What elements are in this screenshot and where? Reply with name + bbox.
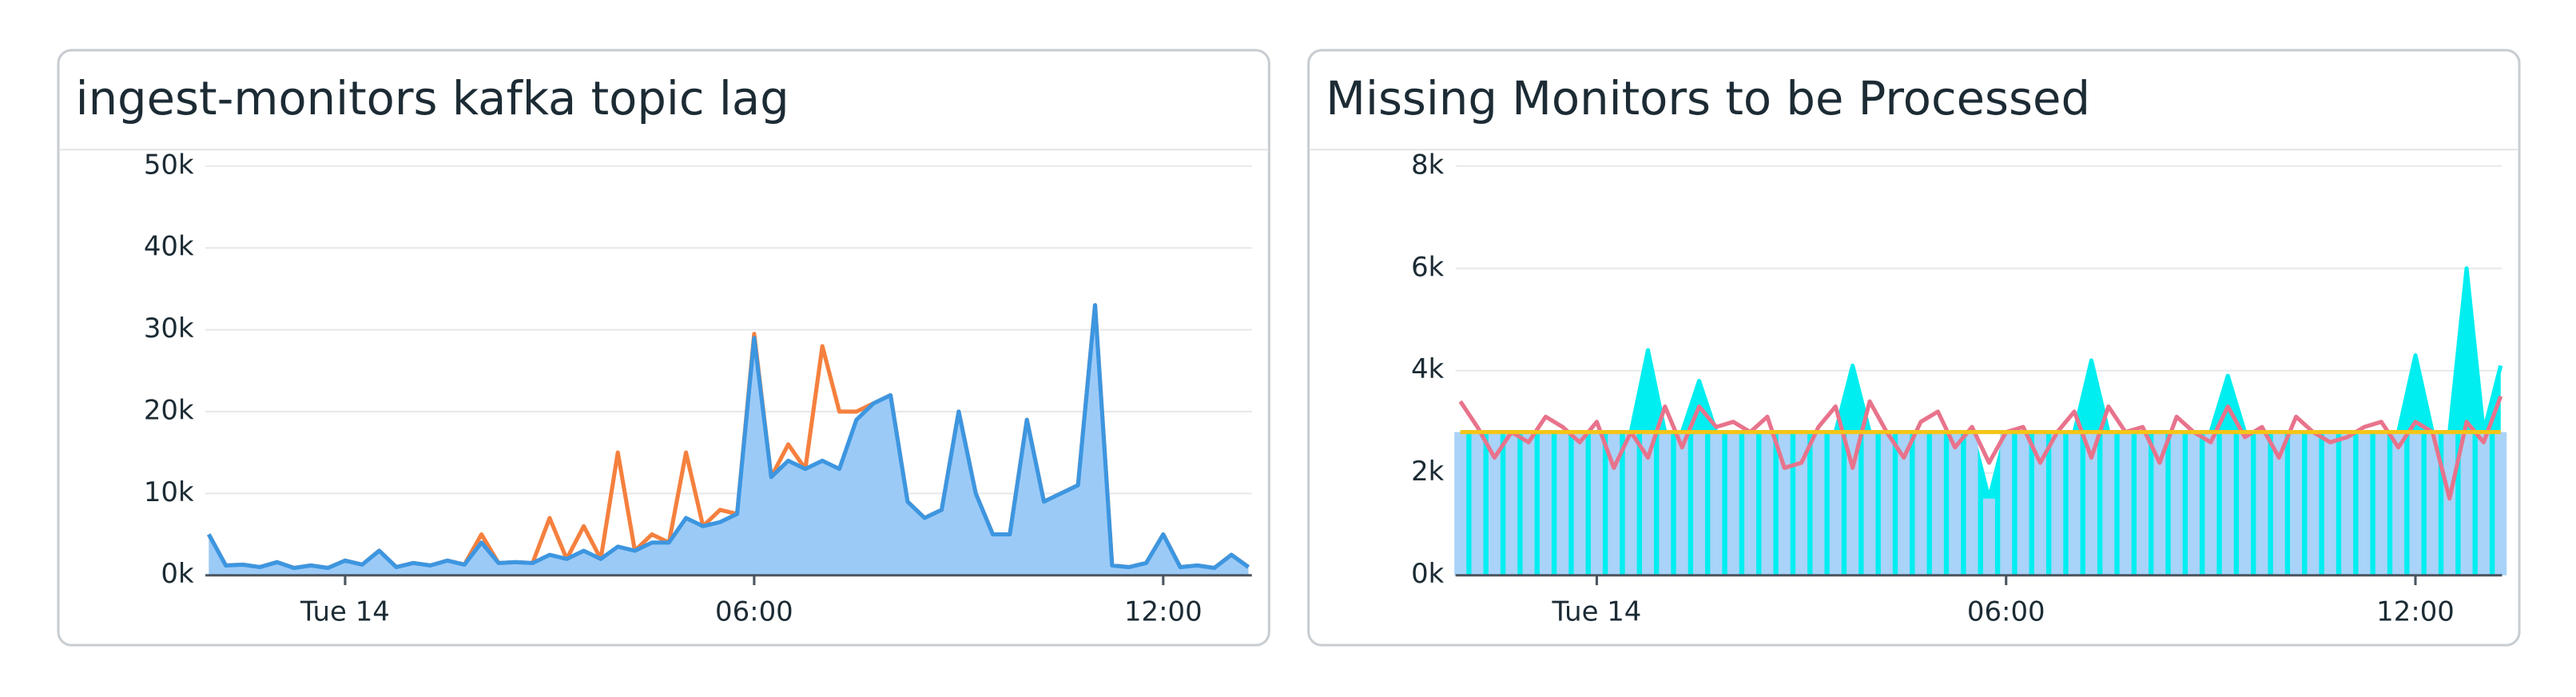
bar bbox=[2443, 432, 2456, 576]
bar bbox=[2204, 432, 2217, 576]
bar bbox=[1659, 432, 1672, 576]
bar bbox=[1454, 432, 1467, 576]
y-tick-label: 40k bbox=[144, 231, 194, 262]
bar bbox=[2119, 432, 2132, 576]
bar bbox=[2017, 432, 2029, 576]
bar bbox=[2221, 432, 2234, 576]
y-tick-label: 10k bbox=[144, 476, 194, 508]
bar bbox=[1914, 432, 1927, 576]
bar bbox=[2153, 432, 2166, 576]
bar bbox=[1847, 432, 1859, 576]
y-tick-label: 0k bbox=[161, 558, 194, 589]
bar bbox=[1744, 432, 1757, 576]
bar bbox=[1624, 432, 1637, 576]
bar bbox=[1898, 432, 1910, 576]
bar bbox=[1522, 432, 1535, 576]
panel: Missing Monitors to be Processed 0k 2k 4k 6k… bbox=[1307, 49, 2521, 647]
bar bbox=[1949, 432, 1962, 576]
bar bbox=[1505, 432, 1518, 576]
bar bbox=[2137, 432, 2149, 576]
bar bbox=[2102, 432, 2115, 576]
bar bbox=[2170, 432, 2183, 576]
series-area bbox=[209, 305, 1249, 576]
bar bbox=[1880, 432, 1893, 576]
bar bbox=[1966, 432, 1978, 576]
bar bbox=[2477, 432, 2490, 576]
bar bbox=[1488, 432, 1501, 576]
y-tick-label: 4k bbox=[1411, 353, 1445, 384]
bar bbox=[1727, 432, 1739, 576]
bar bbox=[2307, 432, 2320, 576]
bar bbox=[2239, 432, 2252, 576]
bar bbox=[1829, 432, 1842, 576]
y-tick-label: 20k bbox=[144, 394, 194, 425]
panel: ingest-monitors kafka topic lag 0k 10k 20k 3… bbox=[57, 49, 1270, 647]
bar bbox=[1676, 432, 1688, 576]
bar bbox=[1812, 432, 1825, 576]
bar bbox=[1471, 432, 1484, 576]
panel-title: Missing Monitors to be Processed bbox=[1326, 72, 2090, 125]
x-tick-label: 06:00 bbox=[1967, 596, 2045, 627]
bar bbox=[2272, 432, 2285, 576]
plot-area bbox=[1454, 266, 2507, 576]
bar bbox=[2495, 432, 2507, 576]
bar bbox=[1539, 432, 1552, 576]
y-tick-label: 2k bbox=[1411, 456, 1445, 487]
bar bbox=[1710, 432, 1723, 576]
y-tick-label: 50k bbox=[144, 149, 194, 180]
plot-area bbox=[207, 303, 1250, 576]
series-line bbox=[1458, 395, 2503, 501]
bar bbox=[2392, 432, 2405, 576]
panel-title: ingest-monitors kafka topic lag bbox=[76, 72, 789, 125]
y-tick-label: 8k bbox=[1411, 149, 1445, 180]
x-tick-label: 12:00 bbox=[1124, 596, 1203, 627]
bar bbox=[2375, 432, 2387, 576]
bar bbox=[2085, 432, 2097, 576]
bar bbox=[1556, 432, 1569, 576]
bar bbox=[1573, 432, 1586, 576]
bar bbox=[1590, 432, 1603, 576]
bar bbox=[1982, 498, 1995, 576]
bar bbox=[2409, 432, 2422, 576]
x-tick-label: Tue 14 bbox=[300, 596, 390, 627]
bar bbox=[1863, 432, 1876, 576]
bar bbox=[1931, 432, 1944, 576]
y-tick-label: 6k bbox=[1411, 251, 1445, 282]
bar bbox=[2341, 432, 2354, 576]
x-tick-label: Tue 14 bbox=[1552, 596, 1642, 627]
bar bbox=[2324, 432, 2336, 576]
x-tick-label: 12:00 bbox=[2376, 596, 2455, 627]
bar bbox=[1642, 432, 1654, 576]
bar bbox=[2033, 432, 2046, 576]
bar bbox=[2256, 432, 2268, 576]
bar bbox=[1693, 432, 1706, 576]
bar bbox=[2068, 432, 2081, 576]
x-tick-label: 06:00 bbox=[715, 596, 793, 627]
bar bbox=[1608, 432, 1620, 576]
bar bbox=[2426, 432, 2439, 576]
bar bbox=[1761, 432, 1774, 576]
bar bbox=[2000, 432, 2013, 576]
bar bbox=[2460, 432, 2473, 576]
y-tick-label: 30k bbox=[144, 313, 194, 344]
bar bbox=[1795, 432, 1808, 576]
y-tick-label: 0k bbox=[1411, 558, 1445, 589]
bar bbox=[2358, 432, 2371, 576]
bar bbox=[2188, 432, 2200, 576]
bar bbox=[2051, 432, 2064, 576]
series-line bbox=[207, 303, 1250, 571]
bar bbox=[2290, 432, 2303, 576]
